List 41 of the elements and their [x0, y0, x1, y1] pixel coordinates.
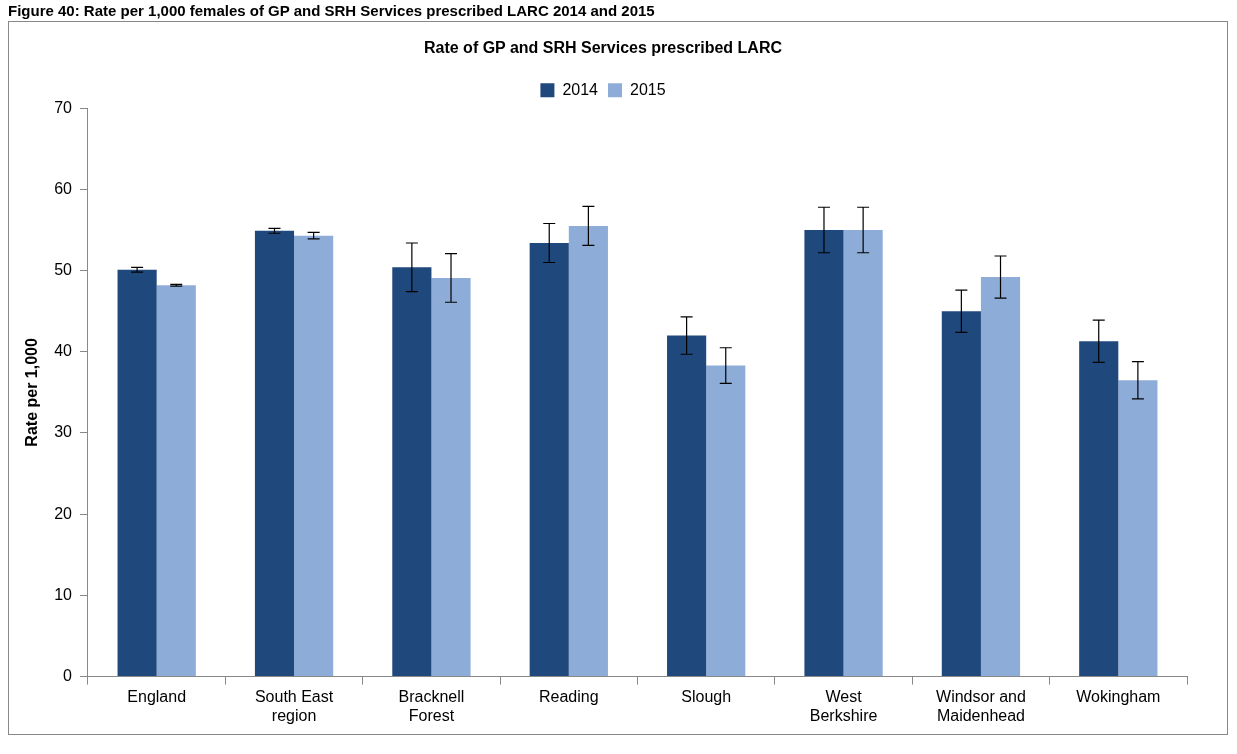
- bar: [941, 311, 981, 677]
- bar: [294, 235, 334, 677]
- category-label: West: [825, 687, 862, 705]
- category-label: Maidenhead: [936, 706, 1025, 724]
- y-tick-label: 20: [54, 504, 73, 522]
- category-label: England: [127, 687, 187, 705]
- bar: [156, 285, 196, 677]
- category-label: region: [271, 706, 317, 724]
- y-tick-label: 40: [54, 342, 73, 360]
- y-axis-title: Rate per 1,000: [23, 338, 41, 447]
- bar: [529, 242, 569, 677]
- y-tick-label: 60: [54, 179, 73, 197]
- category-label: Reading: [539, 687, 599, 705]
- category-label: Forest: [408, 706, 455, 724]
- bar: [568, 225, 608, 677]
- y-tick-label: 30: [54, 423, 73, 441]
- y-tick-label: 10: [54, 585, 73, 603]
- bar: [254, 230, 295, 677]
- bar: [431, 277, 471, 677]
- caption: Figure 40: Rate per 1,000 females of GP and SRH Services prescribed LARC 2014 and 2015: [8, 2, 656, 19]
- y-tick-label: 0: [63, 667, 73, 685]
- bar: [804, 230, 844, 677]
- category-label: Wokingham: [1076, 687, 1161, 705]
- category-label: Slough: [681, 687, 732, 705]
- bar: [843, 230, 883, 677]
- category-label: Windsor and: [936, 687, 1026, 705]
- legend-label: 2015: [630, 80, 666, 98]
- category-label: Berkshire: [809, 706, 878, 724]
- bar: [980, 277, 1021, 677]
- bar: [667, 335, 707, 677]
- chart-title: Rate of GP and SRH Services prescribed LARC: [423, 39, 783, 57]
- legend-label: 2014: [562, 80, 599, 98]
- y-tick-label: 70: [54, 98, 73, 116]
- bar: [117, 269, 157, 677]
- bar: [392, 267, 432, 677]
- category-label: Bracknell: [398, 687, 465, 705]
- bar: [706, 365, 746, 677]
- bar: [1079, 341, 1119, 677]
- category-label: South East: [254, 687, 334, 705]
- bar: [1118, 380, 1158, 677]
- y-tick-label: 50: [54, 261, 73, 279]
